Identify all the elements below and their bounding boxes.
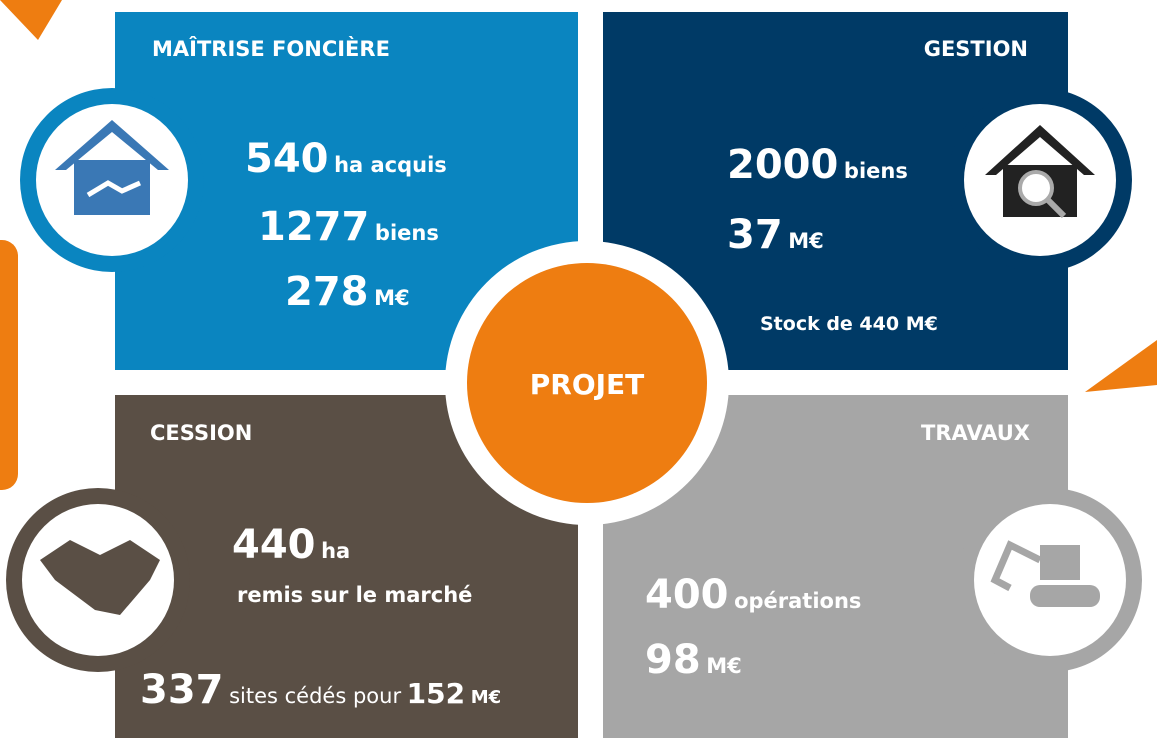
note: Stock de 440 M€ [760, 313, 938, 335]
stat-number: 540 [245, 136, 329, 182]
quadrant-title: GESTION [924, 37, 1028, 61]
quadrant-title: CESSION [150, 421, 252, 445]
footer-line: 337 sites cédés pour 152 M€ [140, 667, 501, 713]
icon-travaux [958, 488, 1142, 672]
stat-number: 37 [727, 212, 783, 258]
stat-unit: M€ [471, 687, 501, 708]
stat-number: 2000 [727, 142, 838, 188]
icon-cession [6, 488, 190, 672]
stat-line: 400 opérations [645, 572, 861, 618]
icon-maitrise [20, 88, 204, 272]
arrow-top-left [0, 0, 62, 40]
stat-number: 440 [232, 522, 316, 568]
stat-line: 540 ha acquis [245, 136, 447, 182]
quadrant-title: MAÎTRISE FONCIÈRE [152, 36, 390, 61]
stat-unit: biens [844, 159, 908, 183]
stat-number: 278 [285, 269, 369, 315]
footer-amount: 152 [407, 677, 465, 710]
center-label: PROJET [530, 368, 645, 401]
center-circle [467, 263, 707, 503]
footer-text: sites cédés pour [229, 684, 401, 708]
stat-number: 400 [645, 572, 729, 618]
stat-number: 98 [645, 637, 701, 683]
quadrant-title: TRAVAUX [921, 421, 1030, 445]
stat-line: 1277 biens [258, 204, 439, 250]
stat-number: 1277 [258, 204, 369, 250]
stat-line: 37 M€ [727, 212, 824, 258]
note: remis sur le marché [237, 583, 472, 607]
stat-line: 278 M€ [285, 269, 410, 315]
arrow-left [0, 240, 18, 490]
stat-unit: biens [375, 221, 439, 245]
stat-line: 98 M€ [645, 637, 742, 683]
stat-unit: opérations [734, 589, 861, 613]
stat-unit: ha [321, 539, 350, 563]
stat-unit: M€ [374, 286, 410, 310]
stat-unit: ha acquis [334, 153, 447, 177]
icon-gestion [948, 88, 1132, 272]
stat-line: 2000 biens [727, 142, 908, 188]
arrow-right [1085, 340, 1157, 392]
stat-line: 440 ha [232, 522, 350, 568]
stat-unit: M€ [706, 654, 742, 678]
stat-unit: M€ [788, 229, 824, 253]
stat-number: 337 [140, 667, 224, 713]
